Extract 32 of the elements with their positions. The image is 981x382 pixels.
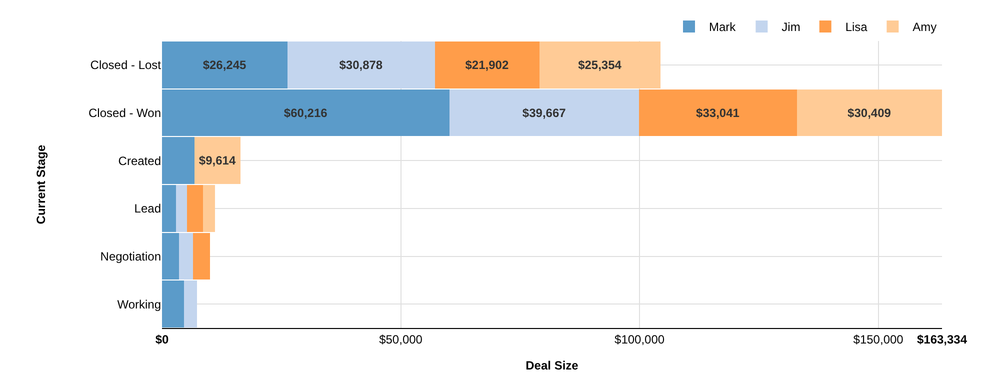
legend-label: Amy	[912, 20, 937, 34]
y-tick-label: Closed - Won	[88, 106, 161, 120]
data-label: $30,409	[848, 106, 892, 120]
x-axis-title: Deal Size	[526, 358, 579, 372]
bar	[539, 41, 660, 88]
x-tick-label: $163,334	[916, 332, 968, 346]
y-tick-label: Negotiation	[100, 249, 161, 264]
legend-label: Jim	[782, 20, 800, 34]
bar	[434, 41, 540, 88]
legend-label: Lisa	[845, 20, 868, 34]
x-tick-label: $100,000	[614, 332, 665, 346]
x-tick-label: $150,000	[853, 332, 904, 346]
data-label: $21,902	[465, 58, 509, 72]
data-label: $26,245	[202, 58, 247, 72]
bar	[450, 89, 639, 136]
legend-label: Mark	[709, 20, 737, 34]
y-tick-label: Working	[117, 297, 161, 312]
data-label: $39,667	[522, 106, 566, 120]
bar	[287, 41, 435, 88]
data-label: $25,354	[578, 58, 622, 72]
data-label: $33,041	[696, 106, 740, 120]
y-tick-label: Lead	[134, 202, 161, 216]
data-label: $9,614	[198, 154, 236, 168]
y-tick-label: Created	[118, 154, 161, 168]
x-tick-label: $50,000	[379, 332, 423, 346]
y-axis-title: Current Stage	[34, 144, 48, 224]
data-label: $30,878	[339, 58, 383, 72]
x-tick-label: $0	[155, 332, 169, 346]
bar	[638, 89, 797, 136]
data-label: $60,216	[284, 106, 328, 120]
bar	[796, 89, 942, 136]
y-tick-label: Closed - Lost	[90, 58, 162, 72]
